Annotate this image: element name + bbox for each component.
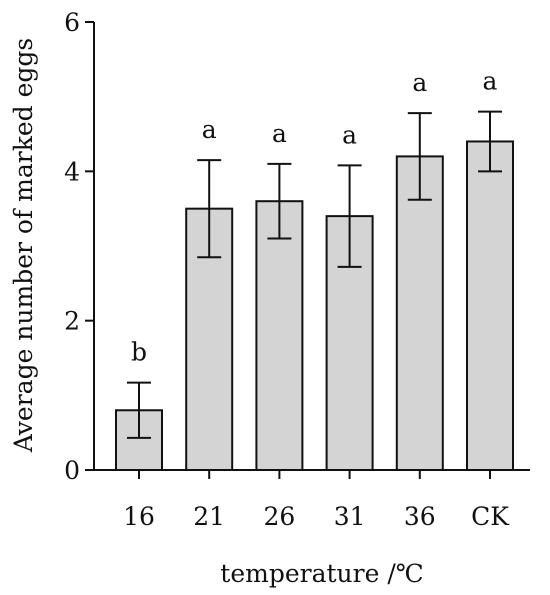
x-tick-label-CK: CK [471, 502, 510, 531]
significance-label-CK: a [483, 67, 498, 96]
y-tick-label-2: 2 [64, 307, 80, 336]
x-tick-label-31: 31 [334, 502, 366, 531]
bar-26 [255, 200, 304, 471]
y-tick-label-4: 4 [64, 157, 80, 186]
y-tick-label-6: 6 [64, 8, 80, 37]
y-tick-label-0: 0 [64, 456, 80, 485]
x-tick-label-26: 26 [263, 502, 295, 531]
bar-36 [395, 155, 444, 471]
bar-CK [466, 140, 514, 471]
x-tick-label-36: 36 [404, 502, 436, 531]
y-axis-title: Average number of marked eggs [9, 38, 38, 454]
x-tick-label-21: 21 [193, 502, 225, 531]
significance-label-31: a [342, 120, 357, 149]
x-axis-title: temperature /℃ [220, 559, 423, 588]
significance-label-36: a [412, 68, 427, 97]
significance-label-16: b [131, 338, 147, 367]
x-tick-label-16: 16 [123, 502, 155, 531]
significance-label-21: a [202, 115, 217, 144]
significance-label-26: a [272, 119, 287, 148]
plot-area: 0 2 4 6 16 b 21 a 26 a 31 a 36 a CK a [64, 8, 530, 531]
